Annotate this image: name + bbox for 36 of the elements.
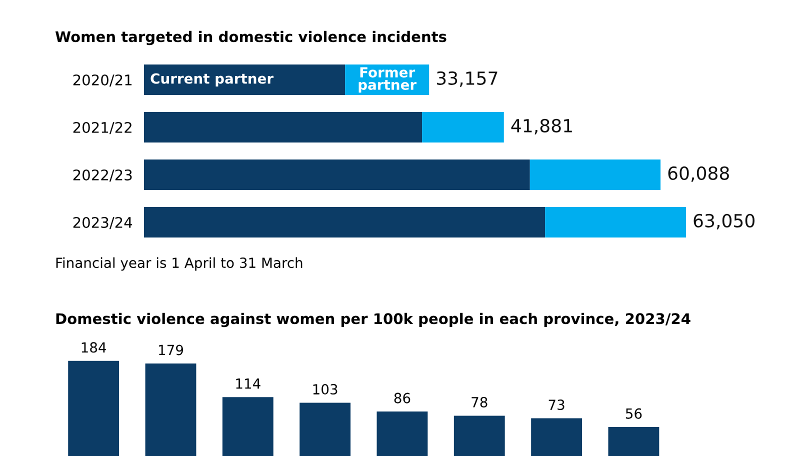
bar (145, 364, 196, 456)
bar (68, 360, 120, 456)
annotation: 63,050 (694, 214, 754, 230)
y-tick-label: 2020/21 (73, 74, 132, 87)
bar (545, 207, 686, 238)
series-label: Former partner (358, 67, 417, 93)
y-tick-label: 2022/23 (73, 169, 132, 182)
bar (144, 207, 546, 238)
bar (454, 416, 505, 456)
annotation: 41,881 (511, 118, 572, 134)
y-tick-label: 2021/22 (73, 122, 132, 134)
bar (144, 64, 346, 95)
data-label: 179 (159, 344, 184, 356)
bar (376, 412, 428, 456)
bar (300, 402, 351, 456)
annotation: 33,157 (436, 71, 498, 87)
bar (531, 418, 582, 456)
bar (608, 427, 660, 456)
data-label: 73 (548, 400, 564, 410)
y-tick-label: 2023/24 (73, 216, 132, 230)
series-label: Current partner (150, 73, 274, 86)
chart-title: Domestic violence against women per 100k people in each province, 2023/24 (56, 312, 690, 328)
data-label: 86 (394, 392, 410, 404)
bar (144, 160, 530, 190)
bar (144, 112, 422, 142)
annotation: 60,088 (668, 166, 729, 182)
chart-title: Women targeted in domestic violence incidents (55, 30, 446, 46)
data-label: 114 (236, 378, 260, 389)
bar (530, 160, 661, 190)
data-label: 103 (313, 384, 338, 395)
data-label: 56 (626, 408, 642, 419)
bar (222, 397, 274, 456)
text: Financial year is 1 April to 31 March (56, 257, 302, 271)
data-label: 184 (82, 342, 106, 353)
data-label: 78 (472, 396, 488, 408)
bar (422, 112, 504, 142)
